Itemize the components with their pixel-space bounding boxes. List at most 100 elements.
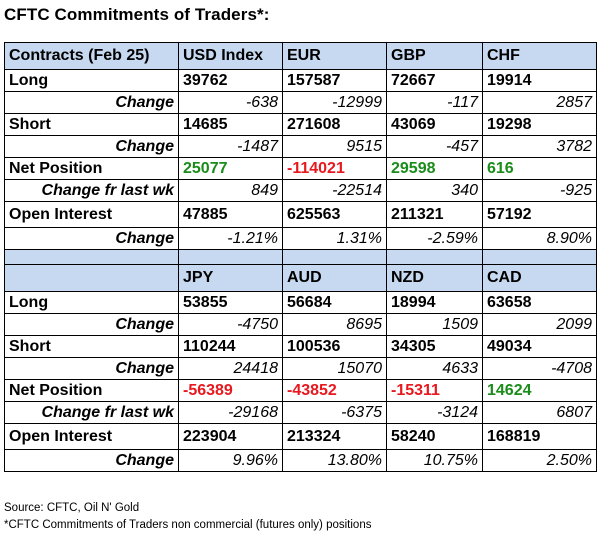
net-position-row: Net Position -56389 -43852 -15311 14624: [4, 379, 597, 402]
short-value: 110244: [178, 335, 283, 358]
long-value: 53855: [178, 291, 283, 314]
net-change-value: -6375: [282, 401, 387, 424]
short-change-value: 3782: [482, 135, 597, 158]
short-value: 100536: [282, 335, 387, 358]
net-position-value: 616: [482, 157, 597, 180]
short-change-value: -457: [386, 135, 483, 158]
source-note: Source: CFTC, Oil N' Gold: [4, 502, 140, 514]
blank-header-cell: [4, 264, 179, 292]
long-value: 72667: [386, 69, 483, 92]
change-last-wk-label: Change fr last wk: [4, 179, 179, 202]
open-interest-value: 58240: [386, 423, 483, 450]
net-position-label: Net Position: [4, 157, 179, 180]
open-interest-value: 47885: [178, 201, 283, 228]
net-change-value: 340: [386, 179, 483, 202]
change-label: Change: [4, 449, 179, 472]
long-value: 157587: [282, 69, 387, 92]
change-last-wk-label: Change fr last wk: [4, 401, 179, 424]
long-change-value: -117: [386, 91, 483, 114]
long-change-value: -12999: [282, 91, 387, 114]
long-label: Long: [4, 69, 179, 92]
oi-change-value: 13.80%: [282, 449, 387, 472]
long-change-row: Change -4750 8695 1509 2099: [4, 313, 597, 336]
short-row: Short 14685 271608 43069 19298: [4, 113, 597, 136]
oi-change-value: 2.50%: [482, 449, 597, 472]
long-row: Long 53855 56684 18994 63658: [4, 291, 597, 314]
currency-header: CHF: [482, 42, 597, 70]
open-interest-value: 213324: [282, 423, 387, 450]
long-label: Long: [4, 291, 179, 314]
open-interest-value: 625563: [282, 201, 387, 228]
net-change-value: -3124: [386, 401, 483, 424]
oi-change-row: Change 9.96% 13.80% 10.75% 2.50%: [4, 449, 597, 472]
net-change-row: Change fr last wk 849 -22514 340 -925: [4, 179, 597, 202]
net-position-value: -15311: [386, 379, 483, 402]
open-interest-value: 57192: [482, 201, 597, 228]
currency-header: JPY: [178, 264, 283, 292]
short-value: 43069: [386, 113, 483, 136]
short-change-value: 9515: [282, 135, 387, 158]
currency-header: GBP: [386, 42, 483, 70]
short-change-row: Change 24418 15070 4633 -4708: [4, 357, 597, 380]
change-label: Change: [4, 357, 179, 380]
short-change-value: -4708: [482, 357, 597, 380]
net-position-value: -114021: [282, 157, 387, 180]
net-change-value: -22514: [282, 179, 387, 202]
open-interest-value: 223904: [178, 423, 283, 450]
net-position-value: 29598: [386, 157, 483, 180]
short-change-value: 15070: [282, 357, 387, 380]
open-interest-row: Open Interest 47885 625563 211321 57192: [4, 201, 597, 228]
cot-table: Contracts (Feb 25) USD Index EUR GBP CHF…: [4, 42, 597, 472]
open-interest-row: Open Interest 223904 213324 58240 168819: [4, 423, 597, 450]
net-position-value: -56389: [178, 379, 283, 402]
net-change-value: 6807: [482, 401, 597, 424]
oi-change-value: -1.21%: [178, 227, 283, 250]
change-label: Change: [4, 135, 179, 158]
long-change-value: 2857: [482, 91, 597, 114]
short-change-value: 24418: [178, 357, 283, 380]
short-value: 49034: [482, 335, 597, 358]
oi-change-value: 10.75%: [386, 449, 483, 472]
oi-change-value: -2.59%: [386, 227, 483, 250]
currency-header: USD Index: [178, 42, 283, 70]
change-label: Change: [4, 91, 179, 114]
long-change-value: 2099: [482, 313, 597, 336]
long-change-value: -4750: [178, 313, 283, 336]
long-value: 56684: [282, 291, 387, 314]
change-label: Change: [4, 313, 179, 336]
open-interest-value: 168819: [482, 423, 597, 450]
footnote: *CFTC Commitments of Traders non commerc…: [4, 519, 372, 531]
short-row: Short 110244 100536 34305 49034: [4, 335, 597, 358]
net-change-value: -29168: [178, 401, 283, 424]
net-change-value: 849: [178, 179, 283, 202]
long-row: Long 39762 157587 72667 19914: [4, 69, 597, 92]
open-interest-label: Open Interest: [4, 201, 179, 228]
currency-header: CAD: [482, 264, 597, 292]
long-value: 19914: [482, 69, 597, 92]
long-value: 39762: [178, 69, 283, 92]
currency-header: EUR: [282, 42, 387, 70]
long-change-row: Change -638 -12999 -117 2857: [4, 91, 597, 114]
short-label: Short: [4, 335, 179, 358]
long-change-value: 1509: [386, 313, 483, 336]
change-label: Change: [4, 227, 179, 250]
header-row: JPY AUD NZD CAD: [4, 264, 597, 292]
long-change-value: 8695: [282, 313, 387, 336]
short-value: 19298: [482, 113, 597, 136]
short-value: 34305: [386, 335, 483, 358]
long-value: 18994: [386, 291, 483, 314]
long-value: 63658: [482, 291, 597, 314]
net-position-label: Net Position: [4, 379, 179, 402]
short-change-value: -1487: [178, 135, 283, 158]
net-change-row: Change fr last wk -29168 -6375 -3124 680…: [4, 401, 597, 424]
net-position-value: 14624: [482, 379, 597, 402]
short-change-value: 4633: [386, 357, 483, 380]
net-position-row: Net Position 25077 -114021 29598 616: [4, 157, 597, 180]
short-value: 14685: [178, 113, 283, 136]
section-divider: [4, 249, 597, 265]
currency-header: AUD: [282, 264, 387, 292]
short-change-row: Change -1487 9515 -457 3782: [4, 135, 597, 158]
page-title: CFTC Commitments of Traders*:: [4, 5, 270, 24]
contracts-label: Contracts (Feb 25): [4, 42, 179, 70]
oi-change-value: 8.90%: [482, 227, 597, 250]
